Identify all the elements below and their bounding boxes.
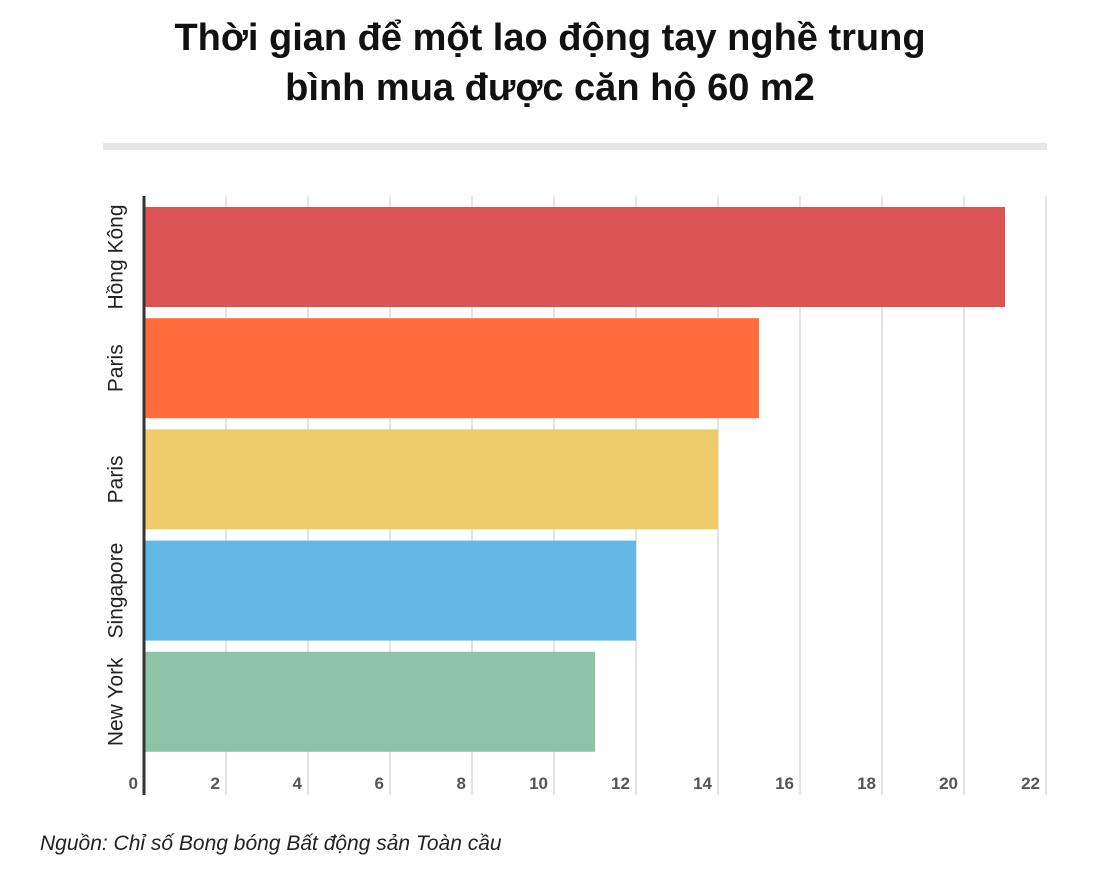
x-tick-label: 2 — [211, 774, 220, 793]
chart-title: Thời gian để một lao động tay nghề trung — [174, 17, 925, 59]
bar — [144, 651, 595, 752]
y-tick-label: Hồng Kông — [105, 204, 128, 309]
y-tick-label: Paris — [105, 455, 128, 503]
y-tick-label: Paris — [105, 344, 128, 392]
x-tick-label: 6 — [375, 774, 384, 793]
x-tick-label: 12 — [611, 774, 630, 793]
y-tick-label: New York — [105, 657, 128, 746]
source-note: Nguồn: Chỉ số Bong bóng Bất động sản Toà… — [40, 832, 502, 855]
x-tick-label: 16 — [775, 774, 794, 793]
y-tick-label: Singapore — [105, 543, 128, 639]
bar — [144, 318, 759, 419]
x-tick-label: 0 — [129, 774, 138, 793]
chart-title: bình mua được căn hộ 60 m2 — [285, 67, 815, 109]
bar — [144, 540, 636, 641]
x-tick-label: 22 — [1021, 774, 1040, 793]
x-tick-label: 4 — [293, 774, 303, 793]
x-tick-label: 20 — [939, 774, 958, 793]
x-tick-label: 8 — [457, 774, 466, 793]
title-divider — [103, 143, 1047, 150]
bar — [144, 207, 1005, 307]
x-tick-label: 10 — [529, 774, 548, 793]
bar — [144, 429, 718, 530]
x-tick-label: 14 — [693, 774, 712, 793]
x-tick-label: 18 — [857, 774, 876, 793]
